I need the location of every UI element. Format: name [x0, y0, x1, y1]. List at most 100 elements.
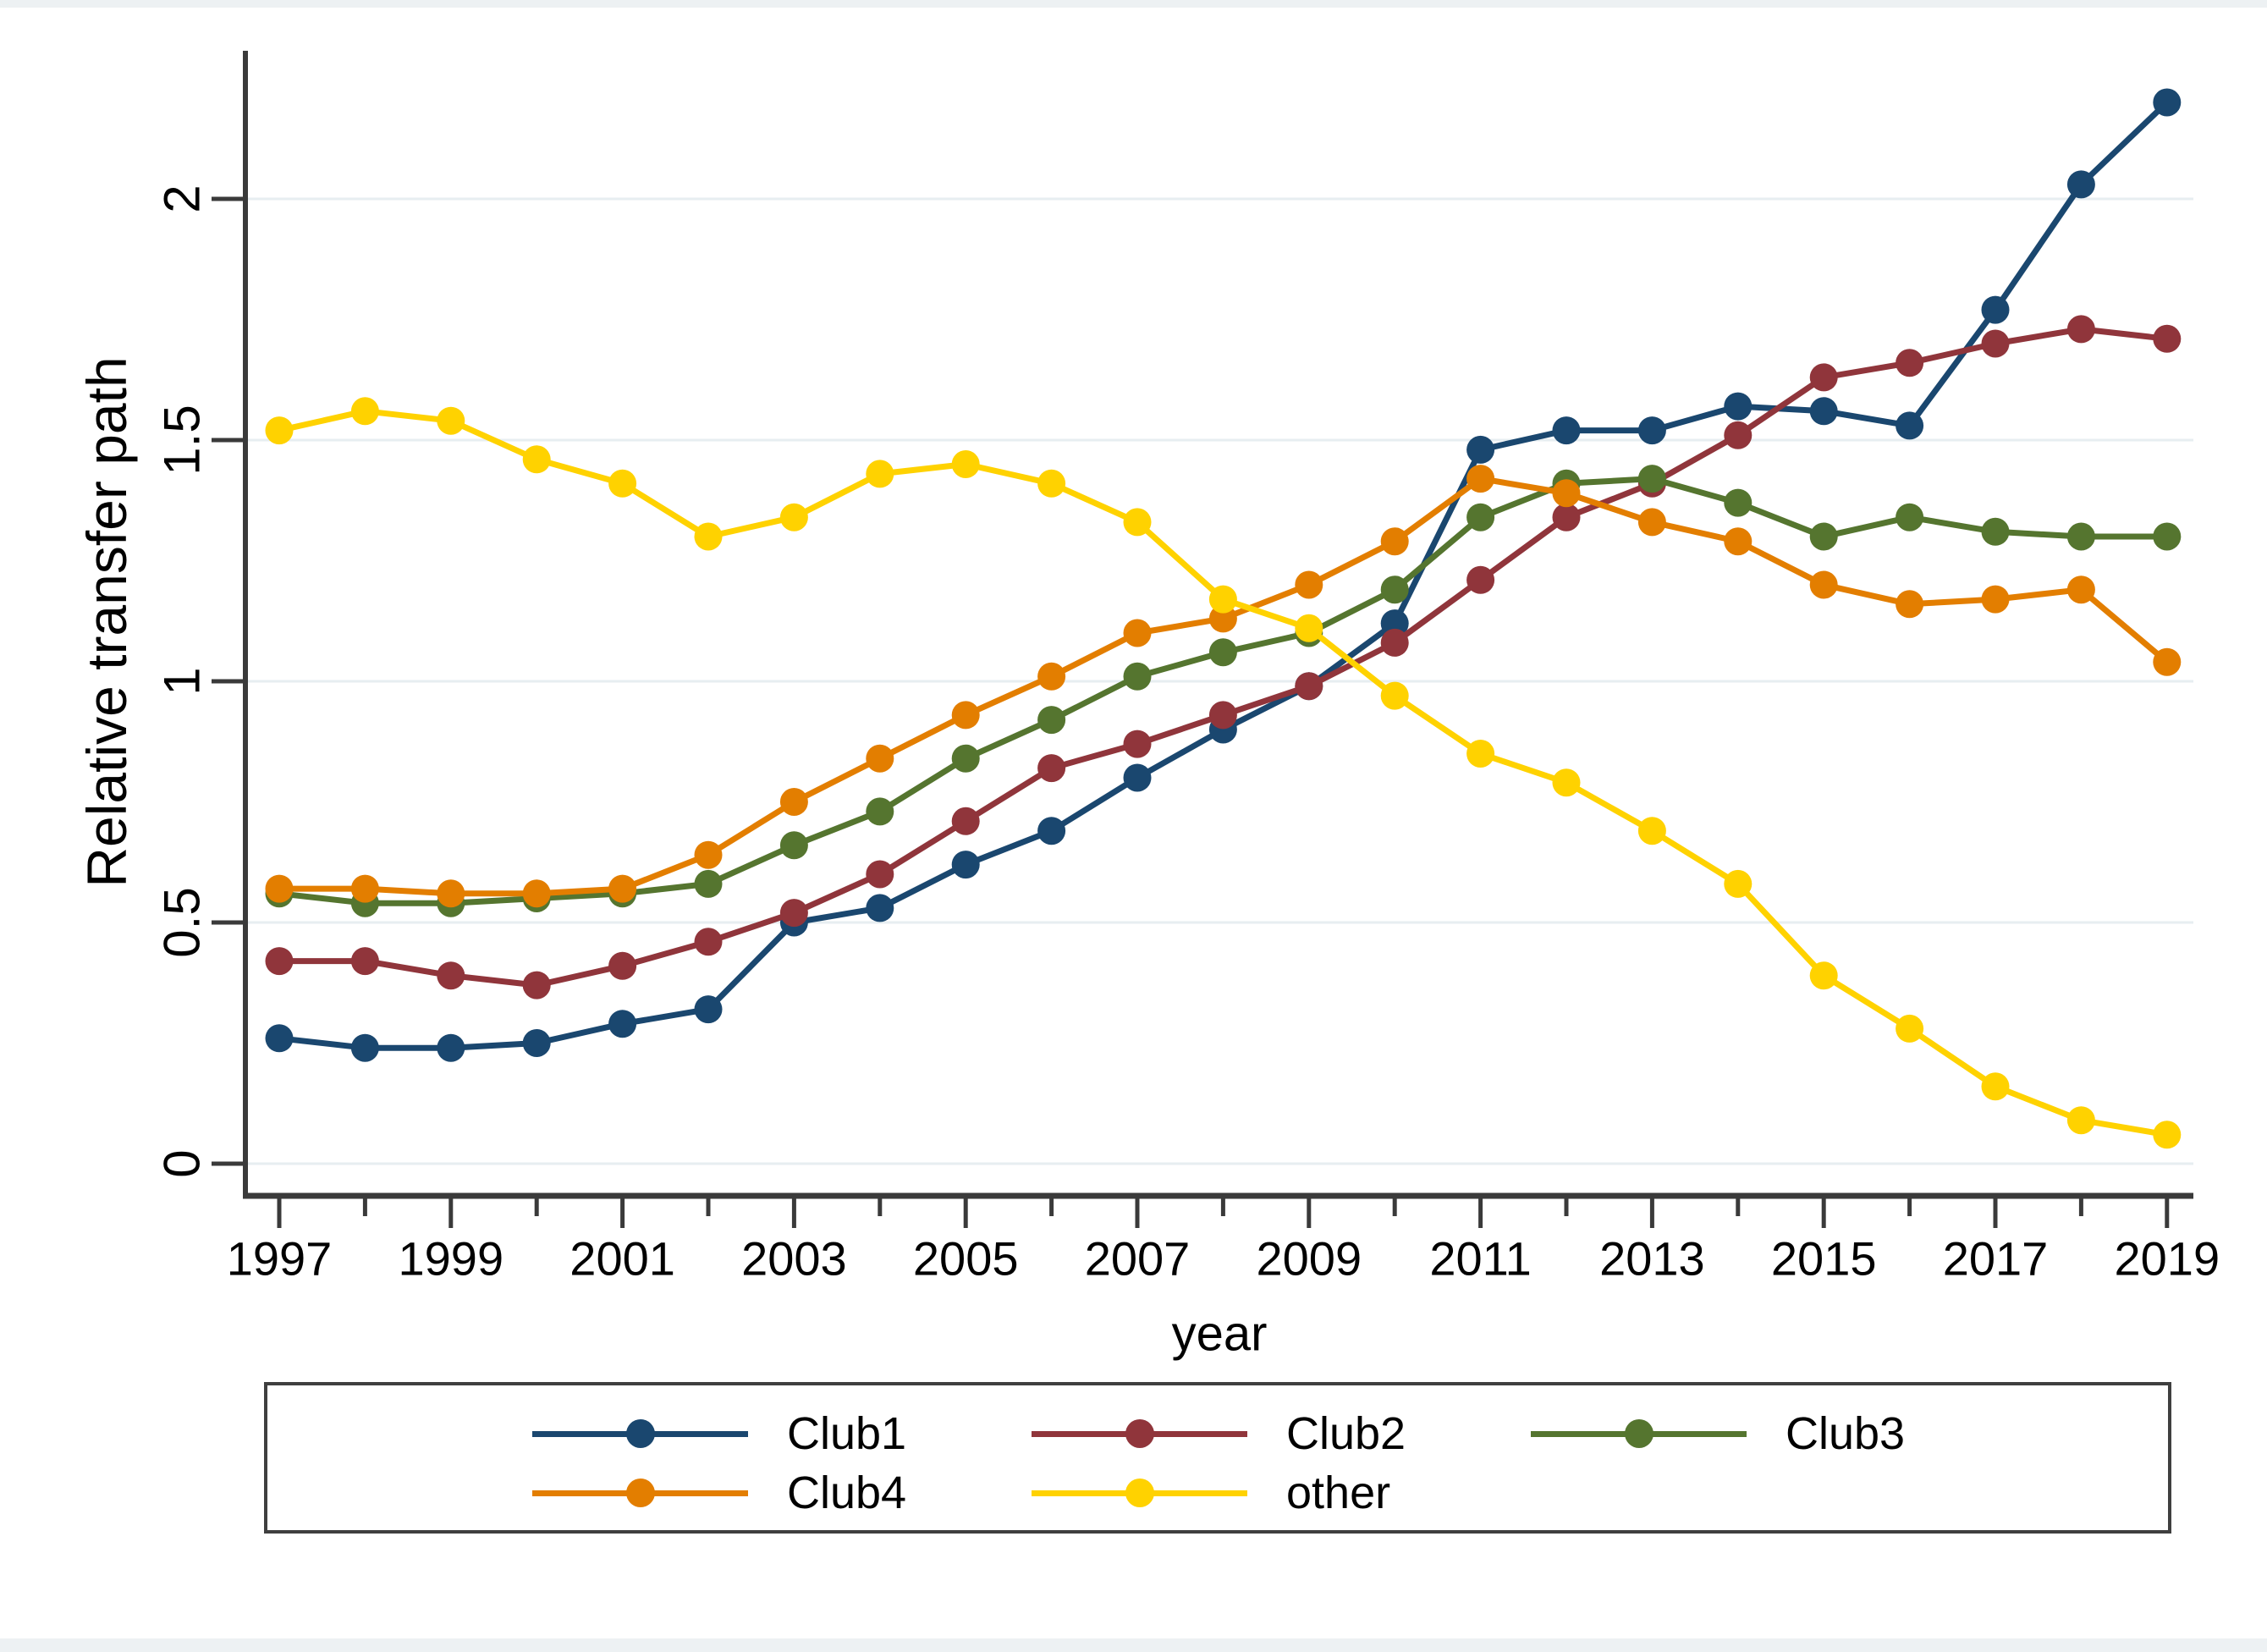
series-point-club4: [1208, 604, 1237, 633]
series-point-club2: [1552, 503, 1581, 531]
series-point-club3: [1208, 638, 1237, 667]
series-point-club3: [1123, 662, 1152, 691]
series-point-other: [1208, 585, 1237, 614]
series-point-other: [1637, 817, 1666, 845]
series-point-club1: [2153, 88, 2182, 117]
series-point-club1: [1724, 392, 1753, 421]
legend: Club1 Club2 Club3 Club4 other: [264, 1382, 2171, 1534]
x-tick-label: 2005: [912, 1231, 1019, 1286]
series-point-other: [779, 503, 808, 531]
series-point-club4: [2066, 575, 2095, 604]
series-point-club4: [1724, 527, 1753, 556]
series-point-club3: [1896, 503, 1924, 531]
legend-line-marker-icon: [1531, 1419, 1747, 1448]
legend-item-club2: Club2: [1032, 1411, 1406, 1457]
x-tick-label: 2011: [1429, 1231, 1532, 1286]
series-point-club2: [951, 807, 980, 835]
series-point-club3: [1380, 575, 1409, 604]
series-point-club2: [694, 928, 723, 956]
series-point-club2: [1208, 701, 1237, 730]
series-point-club4: [2153, 647, 2182, 676]
series-point-club2: [350, 947, 379, 976]
series-point-club1: [350, 1033, 379, 1062]
series-point-club3: [1037, 706, 1066, 735]
series-point-club3: [1637, 465, 1666, 493]
legend-dot-icon: [625, 1419, 655, 1448]
series-point-club4: [265, 874, 294, 903]
series-point-club4: [1896, 590, 1924, 619]
series-point-other: [1981, 1072, 2010, 1101]
series-point-club4: [1037, 662, 1066, 691]
series-point-club2: [1123, 730, 1152, 758]
x-tick-label: 2003: [741, 1231, 847, 1286]
series-point-club3: [2153, 522, 2182, 551]
series-point-club1: [2066, 170, 2095, 199]
series-point-club3: [1466, 503, 1495, 531]
series-point-other: [694, 522, 723, 551]
series-point-club4: [437, 879, 465, 908]
series-point-club1: [1809, 397, 1838, 426]
legend-line-marker-icon: [1032, 1479, 1247, 1507]
page-edge-bottom: [0, 1638, 2267, 1652]
series-line-club3: [278, 476, 2167, 906]
legend-dot-icon: [1624, 1419, 1653, 1448]
legend-line-marker-icon: [1032, 1419, 1247, 1448]
series-point-club4: [694, 840, 723, 869]
series-point-club1: [522, 1029, 551, 1057]
series-point-club4: [1295, 570, 1323, 599]
series-point-club1: [437, 1033, 465, 1062]
legend-dot-icon: [1125, 1419, 1154, 1448]
legend-item-club1: Club1: [532, 1411, 906, 1457]
series-point-club2: [522, 971, 551, 999]
series-point-club1: [1896, 411, 1924, 440]
x-tick-label: 2001: [570, 1231, 675, 1286]
legend-line-marker-icon: [532, 1419, 748, 1448]
legend-dot-icon: [625, 1479, 655, 1507]
series-point-club3: [866, 797, 894, 826]
series-line-other: [278, 408, 2168, 1138]
x-tick-label: 2009: [1256, 1231, 1362, 1286]
legend-item-label: Club2: [1286, 1408, 1406, 1459]
series-point-club2: [437, 961, 465, 990]
series-point-other: [1809, 961, 1838, 990]
x-tick-label: 2019: [2114, 1231, 2220, 1286]
series-point-club4: [866, 744, 894, 773]
series-point-club1: [1466, 435, 1495, 464]
series-point-club2: [1809, 363, 1838, 392]
legend-item-club3: Club3: [1531, 1411, 1905, 1457]
series-point-club2: [2153, 324, 2182, 353]
series-point-club4: [1123, 619, 1152, 647]
y-axis-title: Relative transfer path: [75, 356, 138, 888]
series-point-club2: [866, 860, 894, 889]
series-point-club2: [1037, 754, 1066, 783]
series-point-other: [1552, 768, 1581, 797]
series-point-club1: [1123, 763, 1152, 792]
series-point-club3: [694, 869, 723, 898]
series-point-other: [437, 406, 465, 435]
legend-item-club4: Club4: [532, 1470, 906, 1516]
x-tick-label: 1999: [398, 1231, 504, 1286]
series-point-club4: [1552, 479, 1581, 508]
x-tick-label: 1997: [226, 1231, 333, 1286]
legend-item-other: other: [1032, 1470, 1390, 1516]
series-point-club4: [1637, 508, 1666, 537]
x-axis-title: year: [1171, 1306, 1268, 1362]
series-point-club2: [1981, 329, 2010, 358]
series-point-club2: [2066, 315, 2095, 344]
page-edge-top: [0, 0, 2267, 8]
series-point-club1: [265, 1024, 294, 1053]
series-point-club4: [1981, 585, 2010, 614]
series-point-club2: [1466, 565, 1495, 594]
series-point-club2: [1380, 628, 1409, 657]
series-point-other: [1896, 1014, 1924, 1043]
series-line-club4: [279, 476, 2170, 897]
series-point-other: [1724, 869, 1753, 898]
series-point-club1: [1637, 416, 1666, 445]
x-tick-label: 2007: [1084, 1231, 1191, 1286]
series-point-club3: [1809, 522, 1838, 551]
series-point-club4: [1380, 527, 1409, 556]
series-point-other: [2066, 1106, 2095, 1135]
series-point-other: [265, 416, 294, 445]
series-point-club4: [350, 874, 379, 903]
